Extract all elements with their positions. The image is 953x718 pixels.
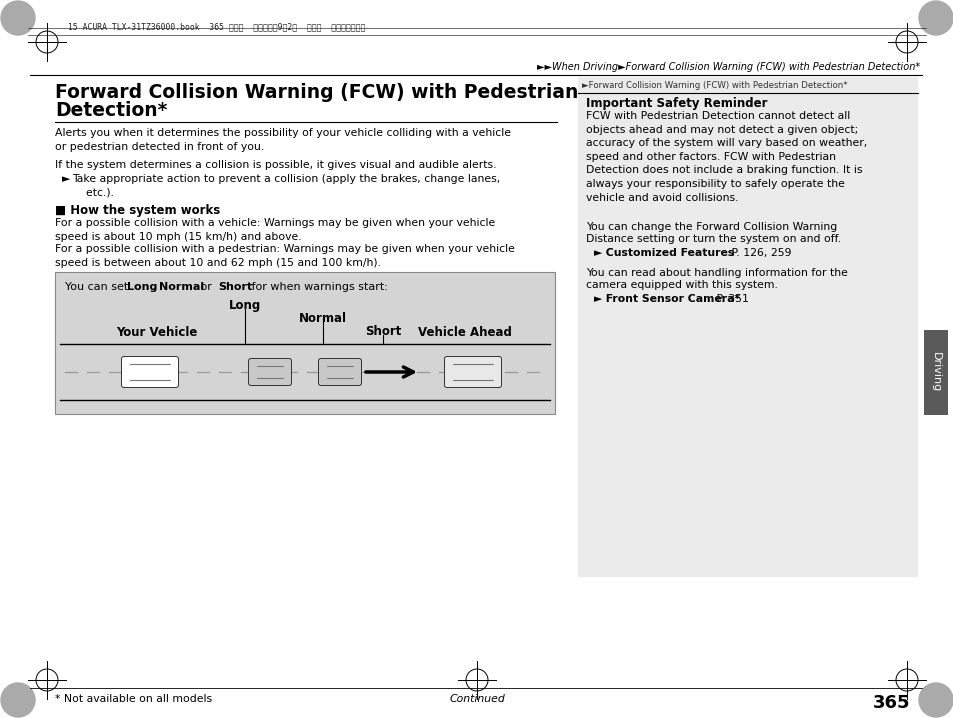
Circle shape xyxy=(918,683,952,717)
Text: ■ How the system works: ■ How the system works xyxy=(55,204,220,217)
FancyBboxPatch shape xyxy=(444,357,501,388)
Text: Driving: Driving xyxy=(930,352,940,392)
Text: For a possible collision with a vehicle: Warnings may be given when your vehicle: For a possible collision with a vehicle:… xyxy=(55,218,495,241)
FancyBboxPatch shape xyxy=(121,357,178,388)
Text: ►: ► xyxy=(594,248,601,258)
Bar xyxy=(923,330,947,415)
Text: Distance setting or turn the system on and off.: Distance setting or turn the system on a… xyxy=(585,234,841,244)
Text: Your Vehicle: Your Vehicle xyxy=(116,326,197,339)
Text: Important Safety Reminder: Important Safety Reminder xyxy=(585,97,767,110)
Text: or: or xyxy=(196,282,215,292)
FancyBboxPatch shape xyxy=(318,358,361,386)
Text: If the system determines a collision is possible, it gives visual and audible al: If the system determines a collision is … xyxy=(55,160,496,170)
Text: For a possible collision with a pedestrian: Warnings may be given when your vehi: For a possible collision with a pedestri… xyxy=(55,244,515,268)
Text: FCW with Pedestrian Detection cannot detect all
objects ahead and may not detect: FCW with Pedestrian Detection cannot det… xyxy=(585,111,866,202)
Text: Normal: Normal xyxy=(298,312,347,325)
Text: 15 ACURA TLX-31TZ36000.book  365 ページ  ２０１４年9月2日  火曜日  午後５時２２分: 15 ACURA TLX-31TZ36000.book 365 ページ ２０１４… xyxy=(68,22,365,31)
Text: Long: Long xyxy=(127,282,157,292)
Circle shape xyxy=(1,1,35,35)
Text: for when warnings start:: for when warnings start: xyxy=(248,282,388,292)
Bar xyxy=(578,77,917,577)
Text: Normal: Normal xyxy=(159,282,204,292)
Text: Customized Features: Customized Features xyxy=(601,248,734,258)
Text: camera equipped with this system.: camera equipped with this system. xyxy=(585,280,777,290)
Text: ►Forward Collision Warning (FCW) with Pedestrian Detection*: ►Forward Collision Warning (FCW) with Pe… xyxy=(581,81,846,90)
Text: Take appropriate action to prevent a collision (apply the brakes, change lanes,
: Take appropriate action to prevent a col… xyxy=(71,174,499,197)
Text: Short: Short xyxy=(364,325,401,338)
Text: Continued: Continued xyxy=(449,694,504,704)
Text: ►: ► xyxy=(62,174,71,184)
Text: Short: Short xyxy=(218,282,252,292)
Text: Front Sensor Camera*: Front Sensor Camera* xyxy=(601,294,740,304)
Text: You can change the Forward Collision Warning: You can change the Forward Collision War… xyxy=(585,222,837,232)
Text: Detection*: Detection* xyxy=(55,101,167,120)
Text: ►►When Driving►Forward Collision Warning (FCW) with Pedestrian Detection*: ►►When Driving►Forward Collision Warning… xyxy=(537,62,919,72)
Text: You can read about handling information for the: You can read about handling information … xyxy=(585,268,847,278)
Text: ,: , xyxy=(152,282,160,292)
Text: P. 126, 259: P. 126, 259 xyxy=(727,248,791,258)
Circle shape xyxy=(918,1,952,35)
FancyBboxPatch shape xyxy=(248,358,292,386)
Text: Alerts you when it determines the possibility of your vehicle colliding with a v: Alerts you when it determines the possib… xyxy=(55,128,511,151)
Text: Vehicle Ahead: Vehicle Ahead xyxy=(417,326,512,339)
Text: P. 351: P. 351 xyxy=(712,294,748,304)
Text: Forward Collision Warning (FCW) with Pedestrian: Forward Collision Warning (FCW) with Ped… xyxy=(55,83,578,102)
Text: You can set: You can set xyxy=(65,282,132,292)
Text: Long: Long xyxy=(229,299,261,312)
Text: 365: 365 xyxy=(872,694,909,712)
Circle shape xyxy=(1,683,35,717)
Text: * Not available on all models: * Not available on all models xyxy=(55,694,212,704)
Bar xyxy=(55,272,555,414)
Text: ►: ► xyxy=(594,294,601,304)
